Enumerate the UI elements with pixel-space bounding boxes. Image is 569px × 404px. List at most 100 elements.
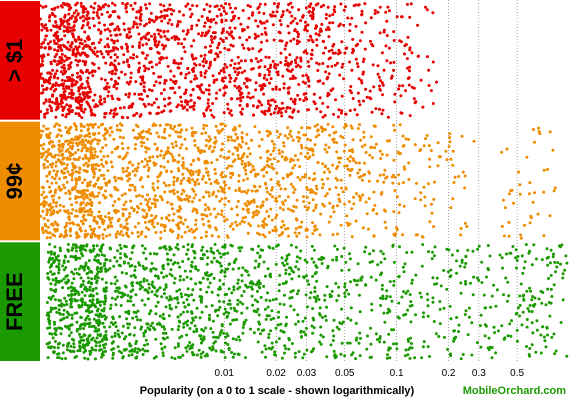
data-point xyxy=(160,136,164,139)
data-point xyxy=(327,28,331,31)
data-point xyxy=(63,71,67,75)
data-point xyxy=(189,269,193,273)
data-point xyxy=(310,324,314,328)
data-point xyxy=(162,288,166,292)
data-point xyxy=(518,192,522,196)
data-point xyxy=(69,105,73,109)
data-point xyxy=(237,189,241,192)
data-point xyxy=(194,218,198,222)
data-point xyxy=(106,94,110,98)
data-point xyxy=(62,29,66,33)
data-point xyxy=(251,95,255,99)
data-point xyxy=(558,245,562,249)
data-point xyxy=(305,208,309,212)
data-point xyxy=(397,301,401,305)
data-point xyxy=(159,223,163,227)
data-point xyxy=(144,37,148,40)
data-point xyxy=(63,209,67,213)
data-point xyxy=(291,74,295,78)
data-point xyxy=(539,351,543,355)
data-point xyxy=(146,291,150,295)
data-point xyxy=(361,193,365,197)
data-point xyxy=(190,44,193,48)
data-point xyxy=(515,328,519,332)
data-point xyxy=(240,294,244,298)
data-point xyxy=(197,149,201,152)
data-point xyxy=(386,5,390,9)
data-point xyxy=(369,16,373,20)
data-point xyxy=(335,204,339,208)
data-point xyxy=(61,313,65,316)
data-point xyxy=(348,173,352,177)
data-point xyxy=(201,31,204,35)
data-point xyxy=(389,61,393,65)
data-point xyxy=(282,86,286,90)
data-point xyxy=(131,7,135,11)
data-point xyxy=(396,150,400,154)
data-point xyxy=(157,276,160,280)
data-point xyxy=(79,134,83,138)
data-point xyxy=(229,109,233,113)
data-point xyxy=(142,85,146,89)
data-point xyxy=(127,92,131,96)
data-point xyxy=(401,181,405,185)
data-point xyxy=(233,84,237,88)
data-point xyxy=(193,139,197,143)
data-point xyxy=(71,33,75,37)
data-point xyxy=(125,33,129,37)
data-point xyxy=(65,348,69,352)
data-point xyxy=(49,28,53,32)
data-point xyxy=(327,49,331,53)
data-point xyxy=(121,294,125,298)
data-point xyxy=(105,50,109,53)
data-point xyxy=(216,46,220,50)
data-point xyxy=(302,195,305,199)
data-point xyxy=(164,184,168,188)
data-point xyxy=(63,54,67,58)
data-point xyxy=(133,147,137,151)
data-point xyxy=(324,13,328,16)
data-point xyxy=(152,267,156,270)
data-point xyxy=(93,52,97,56)
data-point xyxy=(45,111,49,115)
data-point xyxy=(107,15,111,19)
data-point xyxy=(255,213,259,217)
data-point xyxy=(534,350,538,354)
data-point xyxy=(94,348,98,352)
data-point xyxy=(178,130,182,134)
data-point xyxy=(287,347,291,351)
data-point xyxy=(362,173,366,177)
data-point xyxy=(314,299,318,303)
data-point xyxy=(174,305,178,309)
data-point xyxy=(329,343,333,347)
data-point xyxy=(522,266,526,270)
data-point xyxy=(200,213,204,217)
data-point xyxy=(74,182,78,185)
data-point xyxy=(217,299,221,303)
data-point xyxy=(291,77,295,80)
data-point xyxy=(363,2,367,6)
data-point xyxy=(360,81,364,85)
data-point xyxy=(292,158,295,162)
data-point xyxy=(312,209,316,212)
data-point xyxy=(359,79,363,83)
data-point xyxy=(102,309,106,313)
data-point xyxy=(148,159,152,163)
data-point xyxy=(272,38,276,42)
data-point xyxy=(233,26,237,30)
data-point xyxy=(322,170,326,174)
data-point xyxy=(218,278,222,282)
data-point xyxy=(507,234,511,238)
data-point xyxy=(110,321,113,325)
data-point xyxy=(168,101,172,105)
data-point xyxy=(148,88,151,92)
data-point xyxy=(321,82,325,85)
data-point xyxy=(284,347,288,351)
data-point xyxy=(510,319,513,323)
data-point xyxy=(364,151,368,154)
data-point xyxy=(267,245,271,249)
data-point xyxy=(76,170,80,174)
data-point xyxy=(178,288,182,292)
data-point xyxy=(120,177,124,181)
